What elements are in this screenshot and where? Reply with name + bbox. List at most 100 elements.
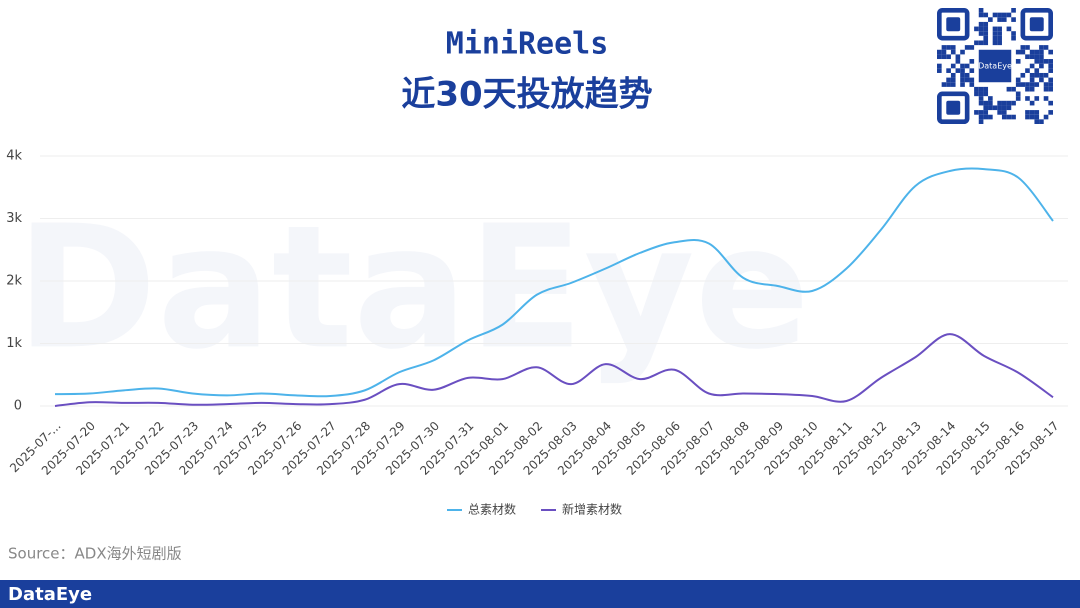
legend-label: 总素材数 bbox=[468, 502, 516, 517]
qr-module bbox=[1034, 59, 1040, 64]
qr-module bbox=[964, 63, 970, 69]
qr-module bbox=[1020, 72, 1026, 78]
qr-module bbox=[946, 77, 951, 83]
qr-module bbox=[1034, 96, 1040, 101]
qr-module bbox=[1025, 54, 1030, 60]
qr-module bbox=[1006, 86, 1012, 92]
qr-module bbox=[1011, 35, 1016, 41]
qr-module bbox=[983, 105, 989, 111]
qr-module bbox=[1039, 59, 1044, 64]
qr-module bbox=[978, 21, 984, 27]
qr-module bbox=[1048, 49, 1053, 55]
qr-module bbox=[997, 35, 1002, 41]
qr-module bbox=[992, 35, 998, 41]
qr-module bbox=[1029, 82, 1035, 87]
qr-module bbox=[946, 54, 951, 60]
qr-module bbox=[1025, 82, 1030, 87]
qr-module bbox=[1001, 17, 1007, 22]
qr-module bbox=[992, 40, 998, 46]
qr-module bbox=[988, 96, 993, 101]
qr-module bbox=[1011, 17, 1016, 22]
qr-module bbox=[955, 68, 961, 73]
qr-module bbox=[1001, 105, 1007, 111]
qr-module bbox=[978, 26, 984, 32]
qr-module bbox=[937, 68, 942, 73]
qr-module bbox=[1048, 86, 1053, 92]
qr-module bbox=[960, 82, 965, 87]
qr-module bbox=[1048, 68, 1053, 73]
qr-module bbox=[1029, 100, 1035, 106]
qr-module bbox=[992, 105, 998, 111]
y-tick-label: 1k bbox=[6, 336, 22, 351]
qr-module bbox=[941, 82, 947, 87]
qr-module bbox=[983, 114, 989, 120]
y-tick-label: 2k bbox=[6, 274, 22, 289]
qr-module bbox=[978, 8, 984, 13]
qr-module bbox=[983, 40, 989, 46]
qr-module bbox=[1011, 8, 1016, 13]
qr-module bbox=[983, 35, 989, 41]
qr-module bbox=[983, 12, 989, 18]
qr-module bbox=[1034, 110, 1040, 115]
qr-module bbox=[978, 40, 984, 46]
qr-module bbox=[1039, 72, 1044, 78]
qr-module bbox=[1039, 54, 1044, 60]
qr-module bbox=[1048, 82, 1053, 87]
qr-module bbox=[946, 45, 951, 50]
qr-module bbox=[1029, 54, 1035, 60]
qr-module bbox=[983, 91, 989, 97]
qr-module bbox=[1015, 59, 1021, 64]
qr-module bbox=[950, 45, 956, 50]
qr-module bbox=[1034, 72, 1040, 78]
qr-code: DataEye bbox=[937, 7, 1054, 124]
y-tick-label: 4k bbox=[6, 149, 22, 164]
qr-module bbox=[1039, 119, 1044, 124]
qr-module bbox=[992, 26, 998, 32]
qr-module bbox=[1029, 63, 1035, 69]
series-line bbox=[54, 167, 1054, 398]
qr-module bbox=[978, 114, 984, 120]
qr-module bbox=[1015, 96, 1021, 101]
qr-module bbox=[992, 12, 998, 18]
qr-module bbox=[1043, 59, 1049, 64]
qr-module bbox=[983, 31, 989, 36]
qr-module bbox=[1001, 110, 1007, 115]
qr-module bbox=[969, 82, 975, 87]
qr-finder bbox=[937, 7, 970, 41]
qr-module bbox=[1015, 82, 1021, 87]
qr-finder bbox=[1029, 17, 1044, 32]
qr-module bbox=[1043, 96, 1049, 101]
qr-module bbox=[1048, 63, 1053, 69]
qr-module bbox=[997, 100, 1002, 106]
qr-module bbox=[1039, 49, 1044, 55]
qr-module bbox=[978, 110, 984, 115]
qr-module bbox=[983, 110, 989, 115]
qr-finder bbox=[937, 91, 970, 124]
qr-module bbox=[1015, 49, 1021, 55]
qr-module bbox=[1029, 49, 1035, 55]
qr-module bbox=[974, 91, 979, 97]
chart-title: MiniReels bbox=[446, 27, 609, 62]
qr-module bbox=[941, 45, 947, 50]
qr-module bbox=[988, 114, 993, 120]
qr-module bbox=[978, 96, 984, 101]
qr-module bbox=[1029, 77, 1035, 83]
qr-module bbox=[978, 91, 984, 97]
qr-module bbox=[1039, 45, 1044, 50]
qr-module bbox=[983, 86, 989, 92]
qr-module bbox=[950, 82, 956, 87]
qr-module bbox=[1011, 86, 1016, 92]
qr-module bbox=[997, 31, 1002, 36]
qr-module bbox=[964, 77, 970, 83]
qr-module bbox=[1020, 45, 1026, 50]
qr-module bbox=[978, 119, 984, 124]
qr-finder bbox=[1020, 7, 1054, 41]
qr-module bbox=[978, 31, 984, 36]
qr-module bbox=[937, 49, 942, 55]
qr-module bbox=[1025, 114, 1030, 120]
qr-module bbox=[1029, 110, 1035, 115]
qr-module bbox=[1001, 100, 1007, 106]
qr-module bbox=[1048, 77, 1053, 83]
qr-finder bbox=[946, 100, 961, 115]
qr-module bbox=[941, 54, 947, 60]
